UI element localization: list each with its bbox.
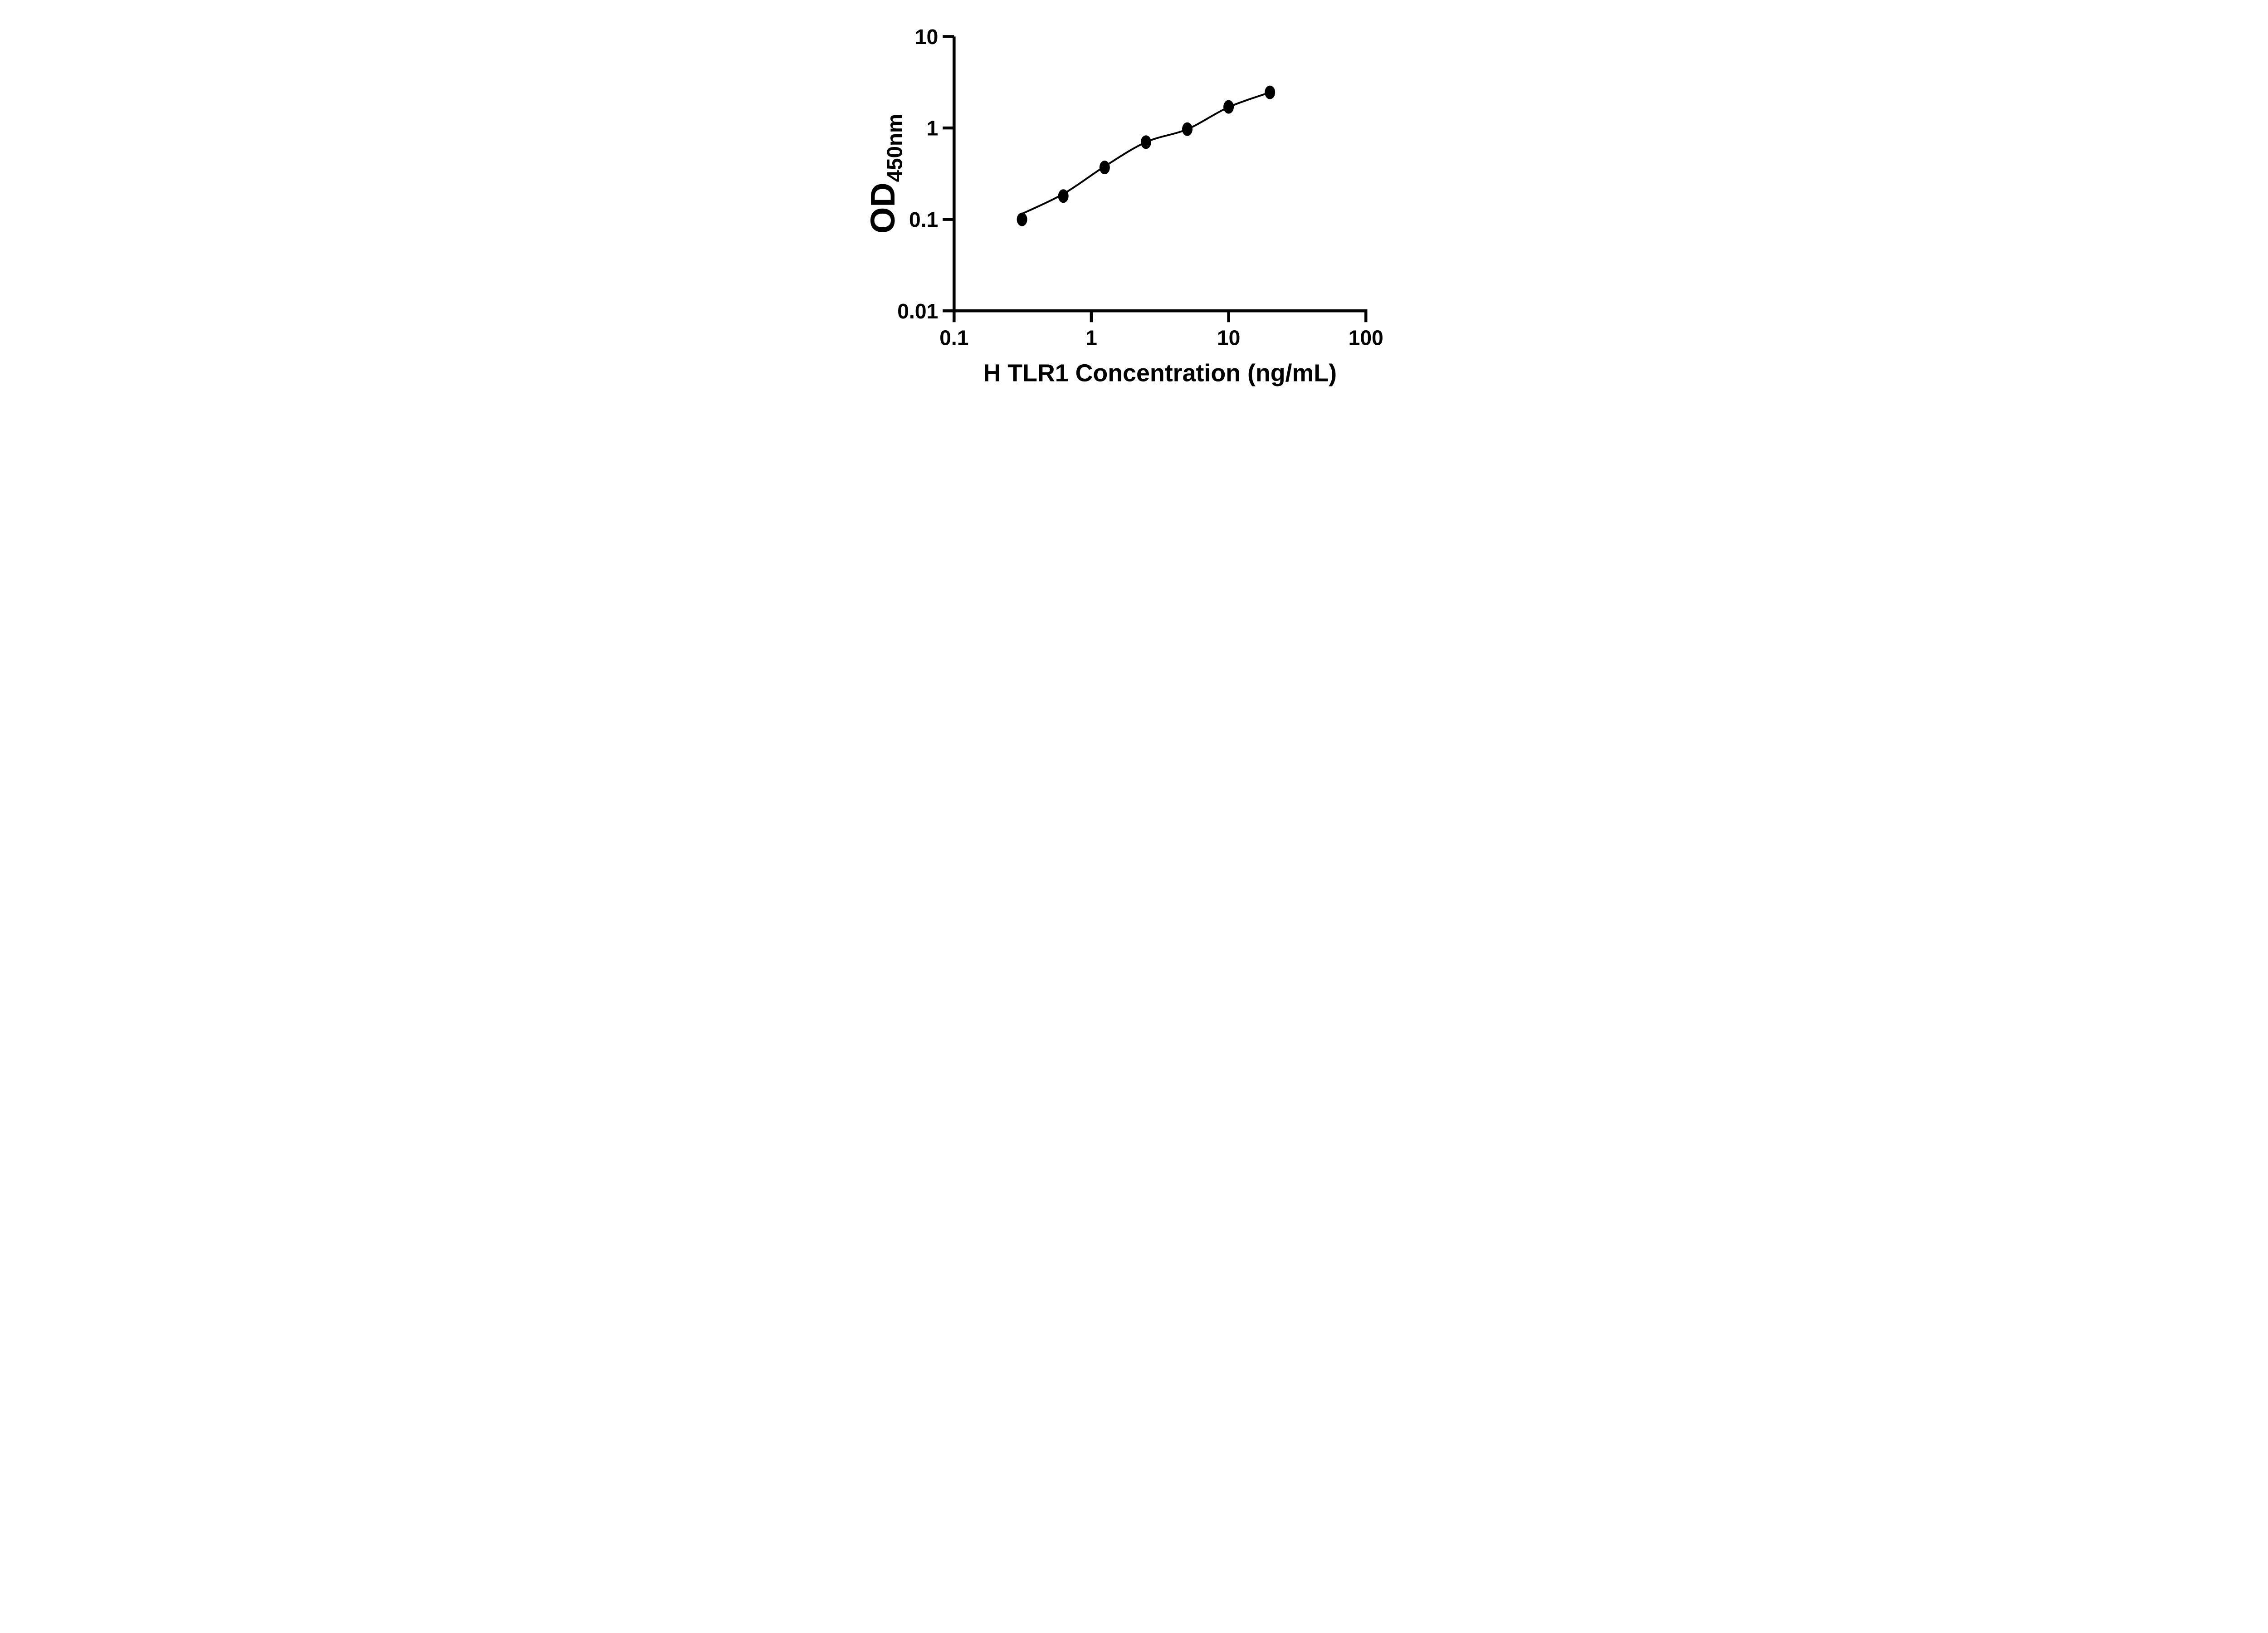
data-point <box>1223 100 1234 114</box>
x-tick-label-0.1: 0.1 <box>939 326 968 349</box>
data-point <box>1099 161 1110 175</box>
elisa-standard-curve-figure: 10 1 0.1 0.01 0.1 1 10 100 H TLR1 Concen… <box>842 0 1426 409</box>
x-tick-labels: 0.1 1 10 100 <box>939 326 1383 349</box>
y-axis-title-main: OD <box>864 182 902 234</box>
data-points-layer <box>1017 85 1276 226</box>
data-point <box>1017 212 1027 226</box>
y-tick-label-0.1: 0.1 <box>909 208 938 231</box>
x-tick-label-100: 100 <box>1349 326 1383 349</box>
y-tick-label-1: 1 <box>927 117 938 140</box>
axes <box>943 35 1368 323</box>
y-axis-title-subscript: 450nm <box>883 114 907 182</box>
chart-canvas: 10 1 0.1 0.01 0.1 1 10 100 H TLR1 Concen… <box>864 25 1383 386</box>
y-tick-label-10: 10 <box>915 25 938 49</box>
y-axis-title: OD 450nm <box>864 114 907 234</box>
data-point <box>1058 189 1069 203</box>
x-tick-label-1: 1 <box>1085 326 1097 349</box>
y-tick-labels: 10 1 0.1 0.01 <box>897 25 938 323</box>
data-point <box>1265 85 1276 99</box>
axis-lines-and-ticks <box>943 35 1368 323</box>
x-axis-title: H TLR1 Concentration (ng/mL) <box>983 359 1337 386</box>
y-tick-label-0.01: 0.01 <box>897 299 938 323</box>
data-point <box>1140 135 1151 149</box>
x-tick-label-10: 10 <box>1217 326 1240 349</box>
data-point <box>1182 122 1193 136</box>
